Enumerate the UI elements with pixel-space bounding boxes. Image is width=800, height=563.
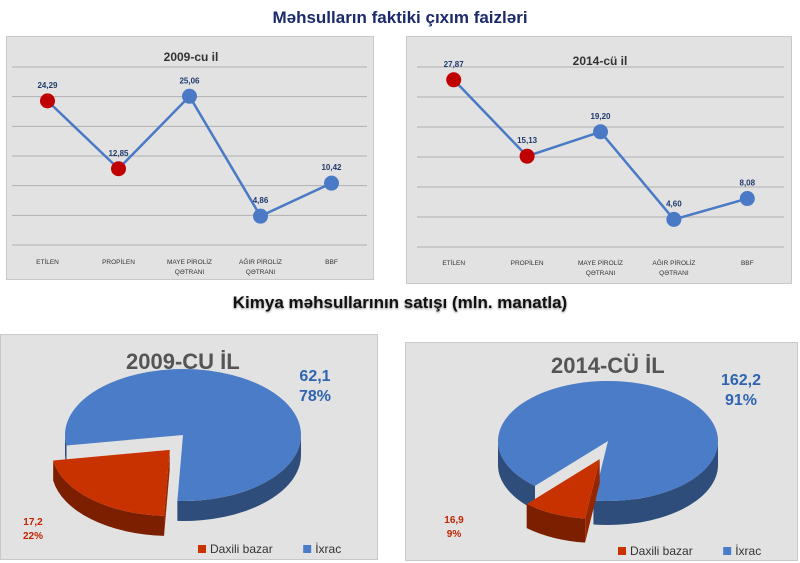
chart2009-category-label-2: MAYE PİROLİZ QƏTRANI	[167, 257, 212, 276]
chart2014-point-1	[519, 148, 535, 164]
pie2009-slice-daxili	[53, 449, 170, 516]
line-chart-2014: 2014-cü il 27,87 ETİLEN 15,13 PROPİLEN 19,20 M…	[406, 36, 792, 284]
pie2014-legend-label-1: İxrac	[735, 544, 761, 558]
pie2009-legend-label-0: Daxili bazar	[210, 542, 273, 556]
pie2014-legend-swatch-1	[723, 547, 732, 555]
line-chart-2009-svg: 2009-cu il 24,29 ETİLEN 12,85 PROPİLEN 25,06 M…	[12, 50, 367, 276]
pie2014-slice-ixrac	[498, 381, 718, 501]
pie2009-ixrac-value-label: 62,1	[299, 368, 330, 385]
chart2009-value-label-4: 10,42	[321, 163, 342, 172]
chart2014-point-2	[593, 124, 608, 140]
pie2009-slice-daxili-cut	[164, 449, 170, 536]
pie2009-legend-swatch-1	[303, 545, 312, 553]
pie2009-legend-swatch-0	[198, 545, 206, 553]
line-chart-2009: 2009-cu il 24,29 ETİLEN 12,85 PROPİLEN 25,06 M…	[6, 36, 374, 280]
pie2014-ixrac-value-label: 162,2	[721, 372, 761, 389]
chart2014-category-label-1: PROPİLEN	[511, 258, 544, 267]
chart2014-series-line	[452, 78, 748, 221]
chart2009-title: 2009-cu il	[164, 50, 219, 64]
pie2009-slice-ixrac-side-0	[65, 435, 67, 466]
chart2009-point-2	[182, 88, 197, 104]
pie2009-legend-label-1: İxrac	[315, 542, 341, 556]
bottom-heading: Kimya məhsullarının satışı (mln. manatla…	[232, 293, 568, 312]
top-heading: Məhsulların faktiki çıxım faizləri	[272, 8, 528, 27]
chart2009-point-4	[324, 175, 339, 191]
chart2009-value-label-1: 12,85	[108, 149, 129, 158]
pie2014-slice-ixrac-side-0	[498, 441, 536, 510]
pie2009-slice-ixrac	[65, 369, 302, 501]
chart2014-title: 2014-cü il	[573, 54, 628, 68]
chart2014-value-label-4: 8,08	[740, 179, 756, 188]
chart2009-value-label-0: 24,29	[37, 81, 58, 90]
chart2014-point-3	[666, 211, 682, 227]
chart2014-value-label-1: 15,13	[517, 136, 538, 145]
line-chart-2014-svg: 2014-cü il 27,87 ETİLEN 15,13 PROPİLEN 19,20 M…	[417, 54, 784, 277]
chart2009-category-label-3: AĞIR PİROLİZ QƏTRANI	[239, 257, 282, 276]
pie-chart-2009: 2009-CU İL 62,1 78% 17,2 22% Daxili bazar İxra…	[0, 334, 378, 560]
pie2009-ixrac-percent-label: 78%	[299, 388, 331, 405]
pie2014-slice-ixrac-side-1	[593, 441, 718, 525]
pie2009-daxili-percent-label: 22%	[23, 531, 43, 542]
chart2009-category-label-0: ETİLEN	[36, 257, 59, 266]
pie2014-slice-daxili	[526, 459, 600, 519]
chart2014-category-label-2: MAYE PİROLİZ QƏTRANI	[578, 258, 623, 277]
pie2014-daxili-percent-label: 9%	[447, 529, 462, 540]
pie2009-slice-daxili-side	[53, 460, 165, 536]
pie-chart-2014: 2014-CÜ İL 162,2 91% 16,9 9% Daxili bazar İxra…	[405, 342, 798, 561]
chart2014-point-0	[446, 72, 462, 88]
pie2009-daxili-value-label: 17,2	[23, 517, 43, 528]
chart2009-value-label-3: 4,86	[253, 196, 269, 205]
chart2014-value-label-3: 4,60	[666, 199, 682, 208]
pie2014-title: 2014-CÜ İL	[551, 353, 665, 378]
chart2014-value-label-2: 19,20	[590, 112, 611, 121]
chart2014-point-4	[739, 191, 755, 207]
chart2014-category-label-0: ETİLEN	[442, 258, 465, 267]
pie2014-daxili-value-label: 16,9	[444, 515, 464, 526]
chart2014-category-label-3: AĞIR PİROLİZ QƏTRANI	[652, 258, 695, 277]
pie2014-legend-swatch-0	[618, 547, 626, 555]
pie2014-slice-daxili-cut	[585, 459, 600, 543]
pie2014-slice-daxili-side	[526, 504, 586, 543]
chart2009-category-label-4: BBF	[325, 259, 338, 266]
pie2014-legend-label-0: Daxili bazar	[630, 544, 693, 558]
chart2009-point-1	[111, 161, 126, 177]
pie-chart-2014-svg: 2014-CÜ İL 162,2 91% 16,9 9% Daxili bazar İxra…	[444, 353, 761, 558]
chart2009-point-0	[40, 93, 55, 109]
chart2009-value-label-2: 25,06	[179, 76, 200, 85]
pie2009-slice-ixrac-side-1	[177, 435, 301, 521]
chart2009-point-3	[253, 208, 268, 224]
pie2014-ixrac-percent-label: 91%	[725, 392, 757, 409]
chart2009-category-label-1: PROPİLEN	[102, 257, 135, 266]
chart2014-category-label-4: BBF	[741, 260, 754, 267]
chart2014-value-label-0: 27,87	[444, 60, 465, 69]
